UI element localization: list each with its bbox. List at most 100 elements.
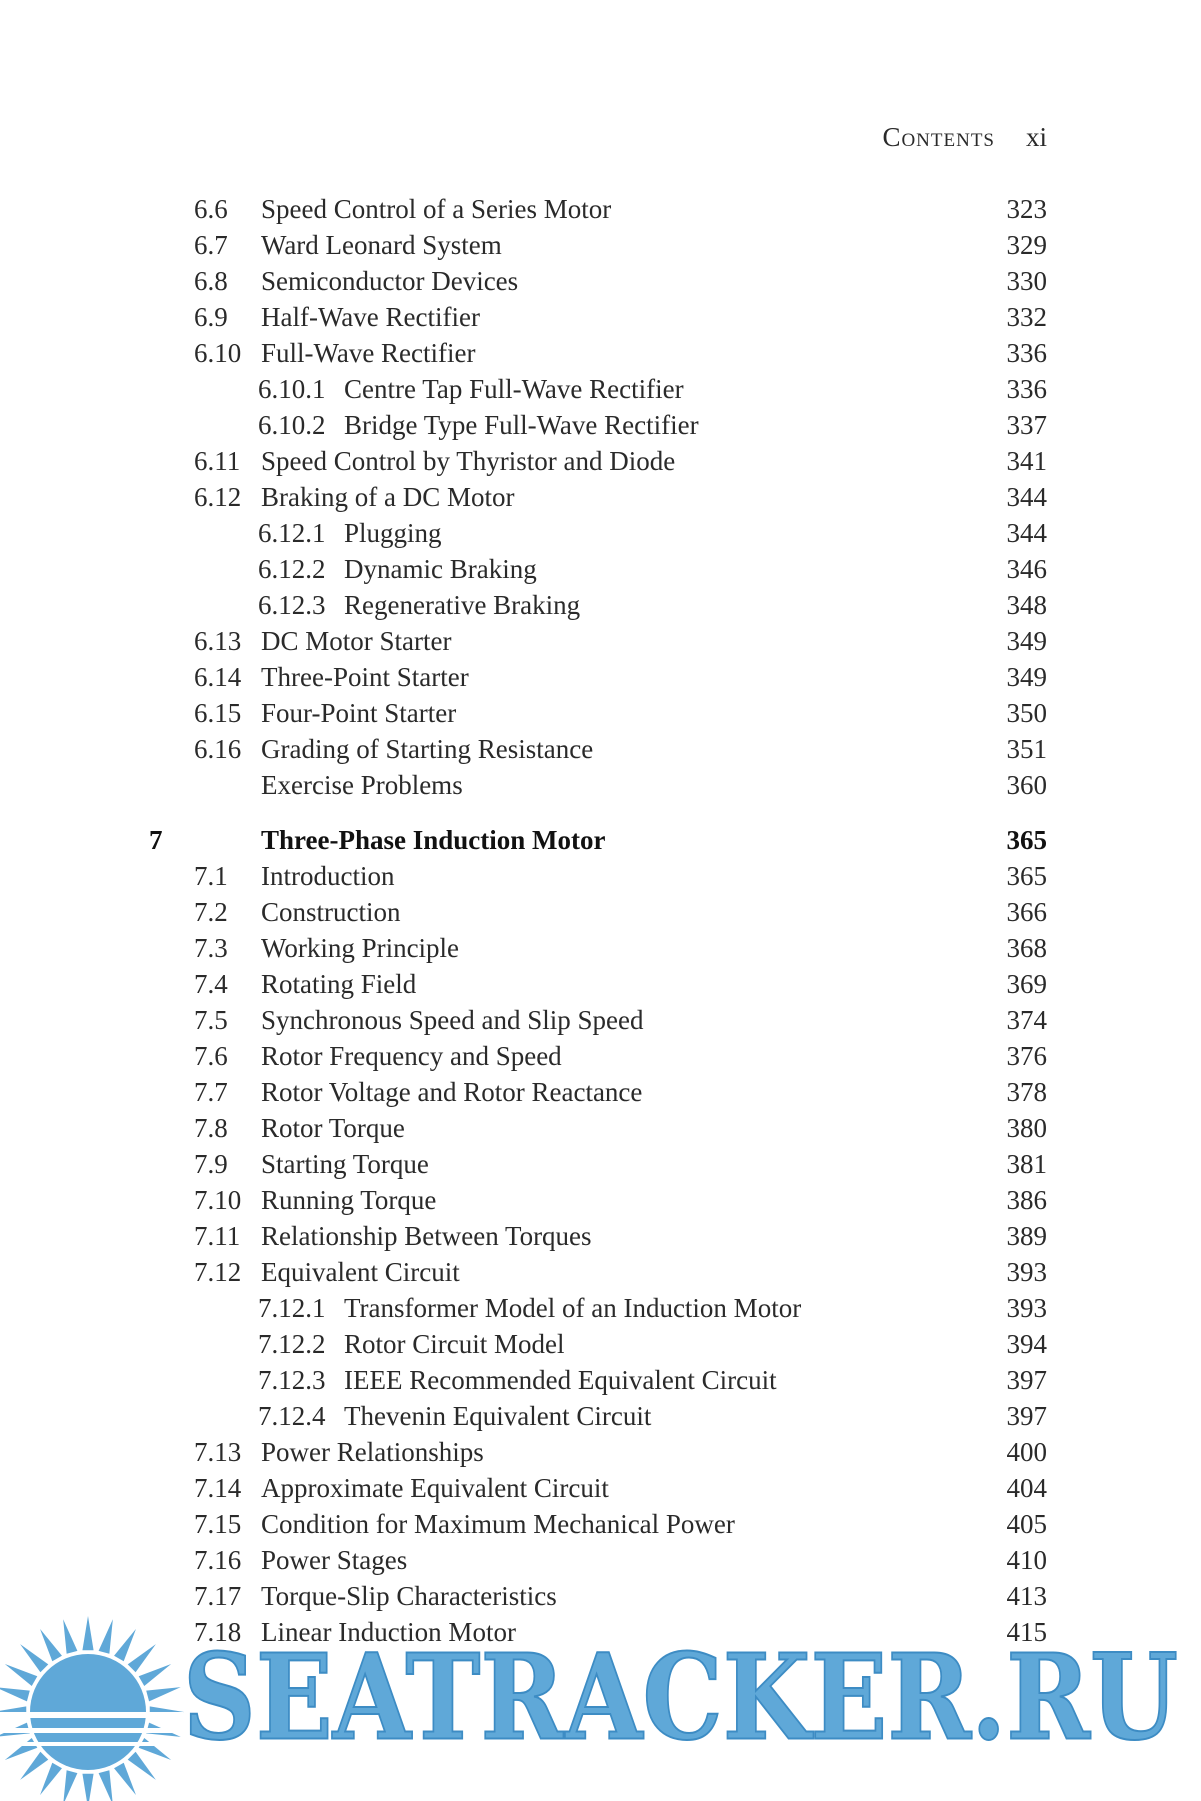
entry-number: 6.12.3 [258, 590, 326, 620]
entry-title: Rotor Torque [261, 1113, 405, 1143]
entry-title: Thevenin Equivalent Circuit [344, 1401, 652, 1431]
entry-page: 350 [1007, 698, 1048, 728]
sun-ray [98, 1770, 113, 1801]
entry-title: DC Motor Starter [261, 626, 451, 656]
sun-ray [146, 1687, 181, 1702]
sun-ray [0, 1687, 30, 1702]
entry-number: 7 [149, 825, 163, 855]
entry-page: 344 [1007, 482, 1048, 512]
entry-number: 7.12.3 [258, 1365, 326, 1395]
entry-title: Relationship Between Torques [261, 1221, 592, 1251]
entry-page: 378 [1007, 1077, 1048, 1107]
entry-page: 365 [1007, 825, 1048, 855]
sun-ray [4, 1738, 38, 1760]
entry-title: Dynamic Braking [344, 554, 537, 584]
entry-title: Semiconductor Devices [261, 266, 518, 296]
entry-number: 7.1 [194, 861, 228, 891]
entry-title: Starting Torque [261, 1149, 429, 1179]
entry-title: Equivalent Circuit [261, 1257, 460, 1287]
entry-number: 7.17 [194, 1581, 241, 1611]
sun-ray [20, 1751, 49, 1780]
entry-title: Working Principle [261, 933, 459, 963]
entry-page: 323 [1007, 194, 1048, 224]
entry-number: 7.4 [194, 969, 228, 999]
entry-page: 405 [1007, 1509, 1048, 1539]
sun-ray [127, 1644, 156, 1673]
entry-number: 7.5 [194, 1005, 228, 1035]
entry-title: Rotor Frequency and Speed [261, 1041, 562, 1071]
sun-ray [82, 1773, 94, 1801]
entry-number: 6.7 [194, 230, 228, 260]
entry-number: 7.10 [194, 1185, 241, 1215]
entry-title: Speed Control by Thyristor and Diode [261, 446, 675, 476]
entry-title: Condition for Maximum Mechanical Power [261, 1509, 735, 1539]
entry-title: Power Stages [261, 1545, 407, 1575]
entry-page: 341 [1007, 446, 1048, 476]
sun-ray [82, 1616, 94, 1651]
entry-page: 360 [1007, 770, 1048, 800]
entry-title: Plugging [344, 518, 442, 548]
entry-number: 7.12.2 [258, 1329, 326, 1359]
sun-ray [40, 1762, 62, 1796]
entry-title: Three-Point Starter [261, 662, 469, 692]
entry-number: 6.8 [194, 266, 228, 296]
entry-page: 393 [1007, 1293, 1048, 1323]
entry-page: 349 [1007, 626, 1048, 656]
entry-title: Rotor Circuit Model [344, 1329, 564, 1359]
entry-title: Synchronous Speed and Slip Speed [261, 1005, 644, 1035]
entry-page: 376 [1007, 1041, 1048, 1071]
entry-title: Ward Leonard System [261, 230, 502, 260]
entry-page: 381 [1007, 1149, 1048, 1179]
sun-ray [20, 1644, 49, 1673]
entry-number: 6.9 [194, 302, 228, 332]
sun-ray [127, 1751, 156, 1780]
entry-number: 6.15 [194, 698, 241, 728]
entry-title: Torque-Slip Characteristics [261, 1581, 557, 1611]
entry-page: 349 [1007, 662, 1048, 692]
entry-page: 393 [1007, 1257, 1048, 1287]
entry-page: 336 [1007, 338, 1048, 368]
entry-number: 7.11 [194, 1221, 240, 1251]
entry-number: 6.12 [194, 482, 241, 512]
entry-number: 7.12.1 [258, 1293, 326, 1323]
entry-number: 7.9 [194, 1149, 228, 1179]
entry-title: Introduction [261, 861, 395, 891]
entry-number: 7.12.4 [258, 1401, 326, 1431]
entry-title: Rotor Voltage and Rotor Reactance [261, 1077, 642, 1107]
sun-ray [114, 1762, 136, 1796]
entry-number: 6.10.1 [258, 374, 326, 404]
entry-number: 6.11 [194, 446, 240, 476]
entry-page: 332 [1007, 302, 1048, 332]
entry-title: Bridge Type Full-Wave Rectifier [344, 410, 699, 440]
watermark-sun [0, 1616, 184, 1801]
entry-page: 415 [1007, 1617, 1048, 1647]
entry-page: 410 [1007, 1545, 1048, 1575]
entry-page: 344 [1007, 518, 1048, 548]
entry-page: 368 [1007, 933, 1048, 963]
entry-page: 351 [1007, 734, 1048, 764]
entry-title: Centre Tap Full-Wave Rectifier [344, 374, 684, 404]
entry-page: 397 [1007, 1401, 1048, 1431]
entry-page: 348 [1007, 590, 1048, 620]
entry-number: 7.18 [194, 1617, 241, 1647]
sun-ray [4, 1664, 38, 1686]
entry-number: 7.7 [194, 1077, 228, 1107]
entry-page: 400 [1007, 1437, 1048, 1467]
entry-number: 6.6 [194, 194, 228, 224]
entry-number: 6.12.2 [258, 554, 326, 584]
entry-number: 7.14 [194, 1473, 242, 1503]
entry-title: Power Relationships [261, 1437, 484, 1467]
entry-title: Linear Induction Motor [261, 1617, 516, 1647]
entry-title: Regenerative Braking [344, 590, 580, 620]
entry-page: 336 [1007, 374, 1048, 404]
entry-number: 7.8 [194, 1113, 228, 1143]
sun-ray [138, 1664, 172, 1686]
entry-number: 7.3 [194, 933, 228, 963]
entry-title: Construction [261, 897, 401, 927]
entry-number: 6.10 [194, 338, 241, 368]
watermark-text: SEATRACKER.RU [183, 1628, 1178, 1767]
entry-number: 7.6 [194, 1041, 228, 1071]
header-page: xi [1026, 122, 1047, 152]
